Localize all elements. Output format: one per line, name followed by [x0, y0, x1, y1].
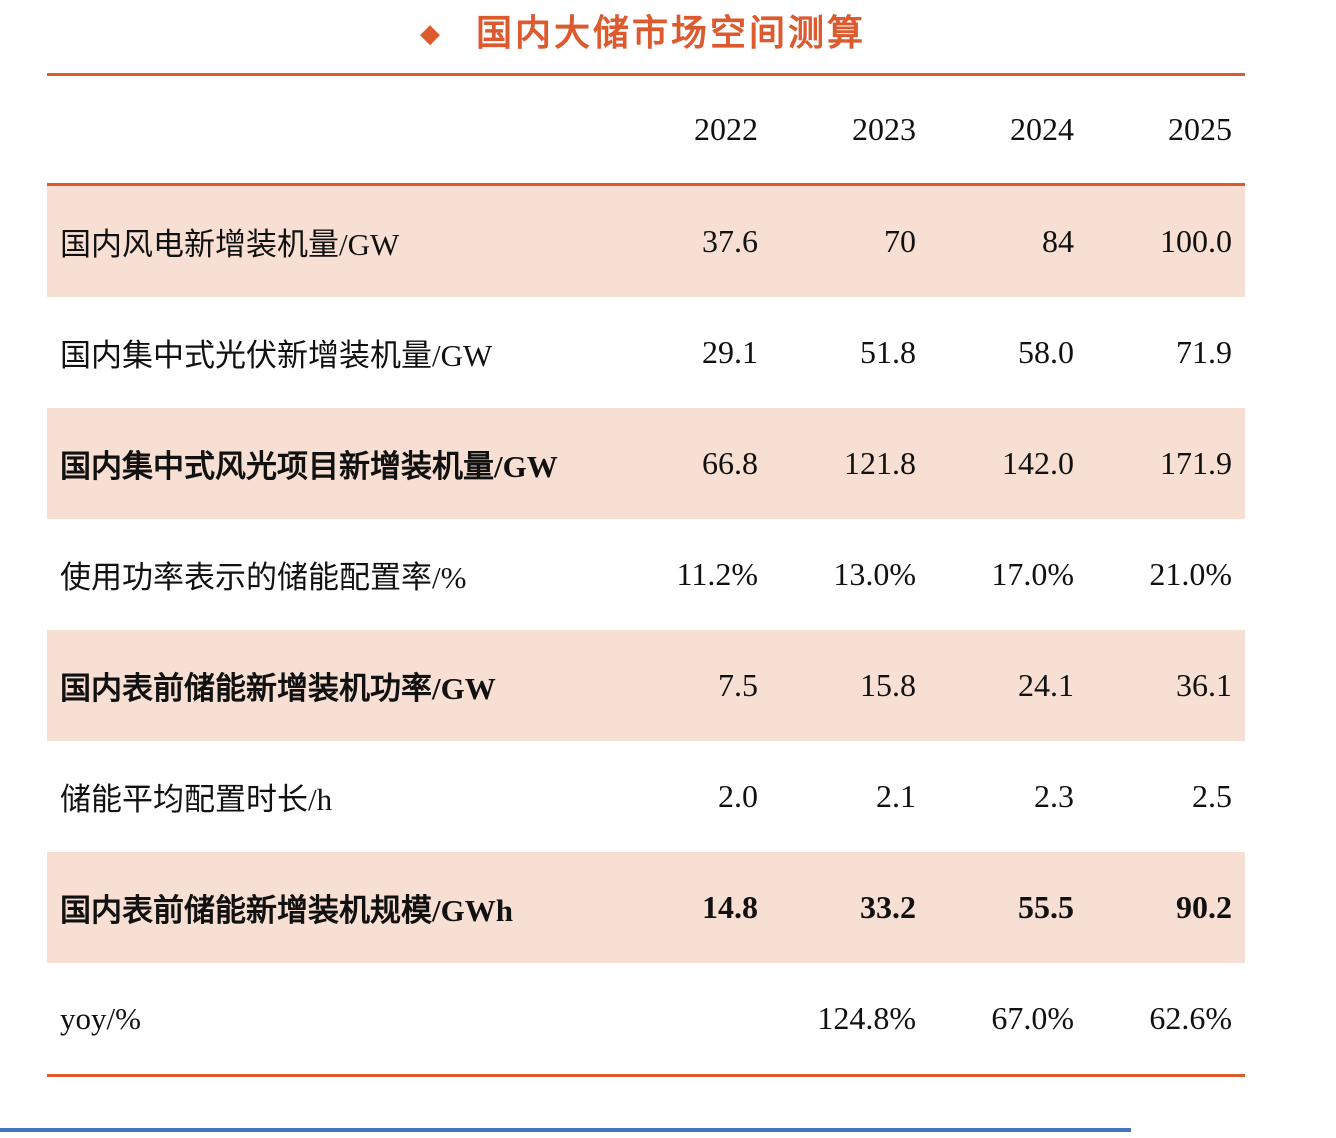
diamond-bullet-icon: ◆ [420, 18, 440, 48]
value-cell: 2.0 [718, 778, 758, 814]
value-cell: 100.0 [1160, 223, 1232, 259]
value-cell: 36.1 [1176, 667, 1232, 703]
value-cell: 66.8 [702, 445, 758, 481]
value-cell: 29.1 [702, 334, 758, 370]
value-cell: 171.9 [1160, 445, 1232, 481]
value-cell: 15.8 [860, 667, 916, 703]
value-cell: 121.8 [844, 445, 916, 481]
value-cell: 70 [884, 223, 916, 259]
year-header: 2023 [852, 111, 916, 147]
table-row: 储能平均配置时长/h 2.0 2.1 2.3 2.5 [47, 741, 1245, 852]
value-cell: 71.9 [1176, 334, 1232, 370]
table-header-row: 2022 2023 2024 2025 [47, 76, 1245, 186]
row-label: 储能平均配置时长/h [60, 782, 333, 817]
value-cell: 55.5 [1018, 889, 1074, 925]
value-cell: 11.2% [676, 556, 758, 592]
row-label: yoy/% [60, 1000, 141, 1036]
table-row: 国内集中式风光项目新增装机量/GW 66.8 121.8 142.0 171.9 [47, 408, 1245, 519]
table-body: 国内风电新增装机量/GW 37.6 70 84 100.0 国内集中式光伏新增装机量/GW… [47, 186, 1245, 1074]
table-title: ◆ 国内大储市场空间测算 [420, 12, 866, 55]
value-cell: 124.8% [817, 1000, 916, 1036]
footer-divider-line [0, 1128, 1131, 1132]
value-cell: 21.0% [1149, 556, 1232, 592]
value-cell: 24.1 [1018, 667, 1074, 703]
market-forecast-table: 2022 2023 2024 2025 国内风电新增装机量/GW 37.6 70 84 100… [47, 73, 1245, 1077]
value-cell: 17.0% [991, 556, 1074, 592]
value-cell: 2.5 [1192, 778, 1232, 814]
table-title-text: 国内大储市场空间测算 [476, 13, 867, 53]
value-cell: 33.2 [860, 889, 916, 925]
table-row: 国内表前储能新增装机功率/GW 7.5 15.8 24.1 36.1 [47, 630, 1245, 741]
value-cell: 90.2 [1176, 889, 1232, 925]
value-cell: 67.0% [991, 1000, 1074, 1036]
year-header: 2025 [1168, 111, 1232, 147]
year-header: 2022 [694, 111, 758, 147]
value-cell: 37.6 [702, 223, 758, 259]
table-row: 国内表前储能新增装机规模/GWh 14.8 33.2 55.5 90.2 [47, 852, 1245, 963]
value-cell: 2.3 [1034, 778, 1074, 814]
table-row: 国内风电新增装机量/GW 37.6 70 84 100.0 [47, 186, 1245, 297]
value-cell: 14.8 [702, 889, 758, 925]
value-cell: 84 [1042, 223, 1074, 259]
value-cell: 2.1 [876, 778, 916, 814]
value-cell: 62.6% [1149, 1000, 1232, 1036]
table-row: 使用功率表示的储能配置率/% 11.2% 13.0% 17.0% 21.0% [47, 519, 1245, 630]
table-row: yoy/% 124.8% 67.0% 62.6% [47, 963, 1245, 1074]
value-cell: 58.0 [1018, 334, 1074, 370]
row-label: 使用功率表示的储能配置率/% [60, 560, 467, 595]
row-label: 国内表前储能新增装机规模/GWh [60, 893, 513, 928]
value-cell: 51.8 [860, 334, 916, 370]
row-label: 国内表前储能新增装机功率/GW [60, 671, 496, 706]
row-label: 国内集中式风光项目新增装机量/GW [60, 449, 558, 484]
value-cell: 13.0% [833, 556, 916, 592]
value-cell: 142.0 [1002, 445, 1074, 481]
year-header: 2024 [1010, 111, 1074, 147]
value-cell: 7.5 [718, 667, 758, 703]
row-label: 国内集中式光伏新增装机量/GW [60, 338, 493, 373]
table-row: 国内集中式光伏新增装机量/GW 29.1 51.8 58.0 71.9 [47, 297, 1245, 408]
row-label: 国内风电新增装机量/GW [60, 227, 400, 262]
